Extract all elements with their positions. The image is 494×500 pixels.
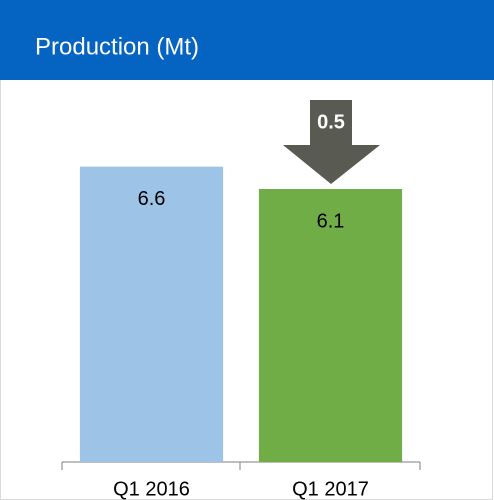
- x-tick-label: Q1 2016: [113, 478, 190, 500]
- chart-title: Production (Mt): [35, 33, 199, 60]
- arrow-body: [310, 100, 352, 146]
- annotation: 0.5: [317, 111, 345, 133]
- data-label: 6.6: [138, 188, 166, 210]
- data-label: 6.1: [317, 210, 345, 232]
- arrow-head: [283, 145, 380, 184]
- x-tick-label: Q1 2017: [292, 478, 369, 500]
- bar: [258, 189, 403, 462]
- header: [0, 0, 494, 80]
- bar: [79, 166, 224, 462]
